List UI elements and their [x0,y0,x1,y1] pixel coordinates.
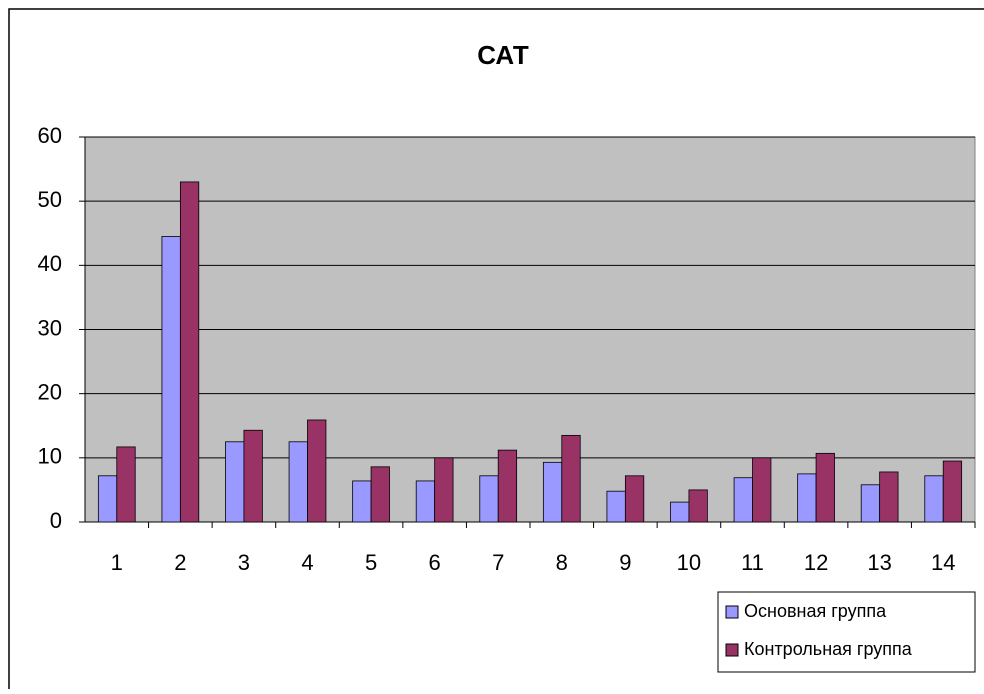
bar [161,236,181,523]
bar [924,475,944,523]
x-tick-label: 14 [931,550,955,575]
x-tick-label: 2 [174,550,186,575]
x-tick-label: 11 [741,550,764,575]
x-tick-label: 3 [238,550,250,575]
y-tick-label: 0 [50,508,62,533]
bar [561,434,581,523]
bar [942,460,963,523]
x-tick-label: 6 [429,550,441,575]
x-tick-label: 1 [111,550,123,575]
x-tick-label: 10 [677,550,701,575]
y-tick-label: 50 [38,187,62,212]
legend-swatch [725,605,739,619]
legend-swatch [725,643,739,657]
bar [879,471,899,523]
x-tick-label: 7 [492,550,504,575]
bar [307,419,327,523]
bar [860,484,881,523]
x-tick-label: 4 [301,550,313,575]
bar [97,475,118,523]
bar [179,181,200,523]
bar [497,449,518,523]
chart-title: САТ [477,40,529,70]
bar [542,461,563,523]
y-tick-label: 10 [38,444,62,469]
bar [815,452,835,523]
bar [624,475,645,523]
y-tick-label: 60 [38,123,62,148]
bar [797,473,817,523]
x-tick-label: 12 [804,550,828,575]
y-tick-label: 40 [38,251,62,276]
legend-box [717,591,976,673]
bar [479,475,499,523]
bar [288,441,308,523]
bar [606,490,626,523]
bar [434,457,454,523]
x-tick-label: 9 [619,550,631,575]
x-tick-label: 13 [867,550,891,575]
bar [415,480,436,523]
bar [352,480,372,523]
legend-label: Контрольная группа [744,639,913,659]
bar [243,429,263,523]
bar [733,477,753,523]
x-tick-label: 5 [365,550,377,575]
legend-label: Основная группа [744,601,887,621]
bar [116,446,136,523]
y-tick-label: 30 [38,315,62,340]
bar [688,489,708,523]
bar [670,501,690,523]
y-tick-label: 20 [38,379,62,404]
x-tick-label: 8 [556,550,568,575]
bar [752,457,772,523]
bar [225,441,245,523]
bar [370,466,390,523]
